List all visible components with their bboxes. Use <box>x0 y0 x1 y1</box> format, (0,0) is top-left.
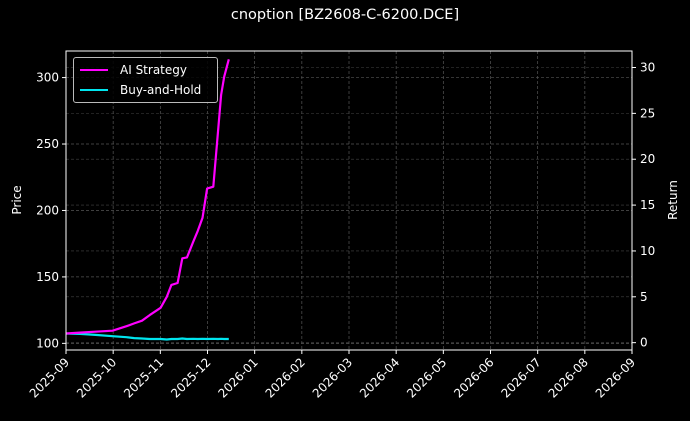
x-axis-ticks: 2025-09 2025-10 2025-11 2025-12 2026-01 2026-… <box>27 350 638 401</box>
series-lines <box>65 59 230 341</box>
x-tick-label: 2025-11 <box>121 355 166 400</box>
right-axis-label: Return <box>666 180 680 220</box>
left-tick-label: 200 <box>36 203 59 217</box>
right-tick-label: 30 <box>640 61 655 75</box>
right-tick-label: 15 <box>640 198 655 212</box>
x-tick-label: 2026-04 <box>357 355 402 400</box>
right-tick-label: 10 <box>640 244 655 258</box>
x-tick-label: 2025-09 <box>27 355 72 400</box>
legend-item-buy-and-hold: Buy-and-Hold <box>80 82 201 98</box>
left-tick-label: 250 <box>36 137 59 151</box>
x-tick-label: 2026-03 <box>310 355 355 400</box>
x-tick-label: 2026-06 <box>451 355 496 400</box>
x-tick-label: 2025-10 <box>74 355 119 400</box>
x-tick-label: 2026-08 <box>546 355 591 400</box>
grid-lines <box>65 51 633 350</box>
x-tick-label: 2026-02 <box>263 355 308 400</box>
left-tick-label: 100 <box>36 336 59 350</box>
x-tick-label: 2026-01 <box>215 355 260 400</box>
left-tick-label: 300 <box>36 71 59 85</box>
chart-title: cnoption [BZ2608-C-6200.DCE] <box>230 7 460 23</box>
left-axis-ticks: 100 150 200 250 300 <box>36 71 66 350</box>
x-tick-label: 2026-07 <box>498 355 543 400</box>
right-tick-label: 20 <box>640 152 655 166</box>
legend-swatch-cyan <box>80 88 108 92</box>
x-tick-label: 2026-09 <box>593 355 638 400</box>
right-tick-label: 25 <box>640 106 655 120</box>
series-ai-strategy <box>65 59 230 335</box>
x-tick-label: 2026-05 <box>404 355 449 400</box>
left-tick-label: 150 <box>36 270 59 284</box>
x-tick-label: 2025-12 <box>168 355 213 400</box>
right-tick-label: 0 <box>640 336 648 350</box>
legend-item-ai-strategy: AI Strategy <box>80 62 187 78</box>
legend-label: Buy-and-Hold <box>120 83 202 97</box>
right-tick-label: 5 <box>640 290 648 304</box>
left-axis-label: Price <box>10 185 24 214</box>
legend: AI Strategy Buy-and-Hold <box>73 57 218 103</box>
legend-swatch-magenta <box>80 68 108 72</box>
series-buy-and-hold <box>65 332 229 341</box>
legend-label: AI Strategy <box>120 63 187 77</box>
right-axis-ticks: 0 5 10 15 20 25 30 <box>632 61 655 350</box>
